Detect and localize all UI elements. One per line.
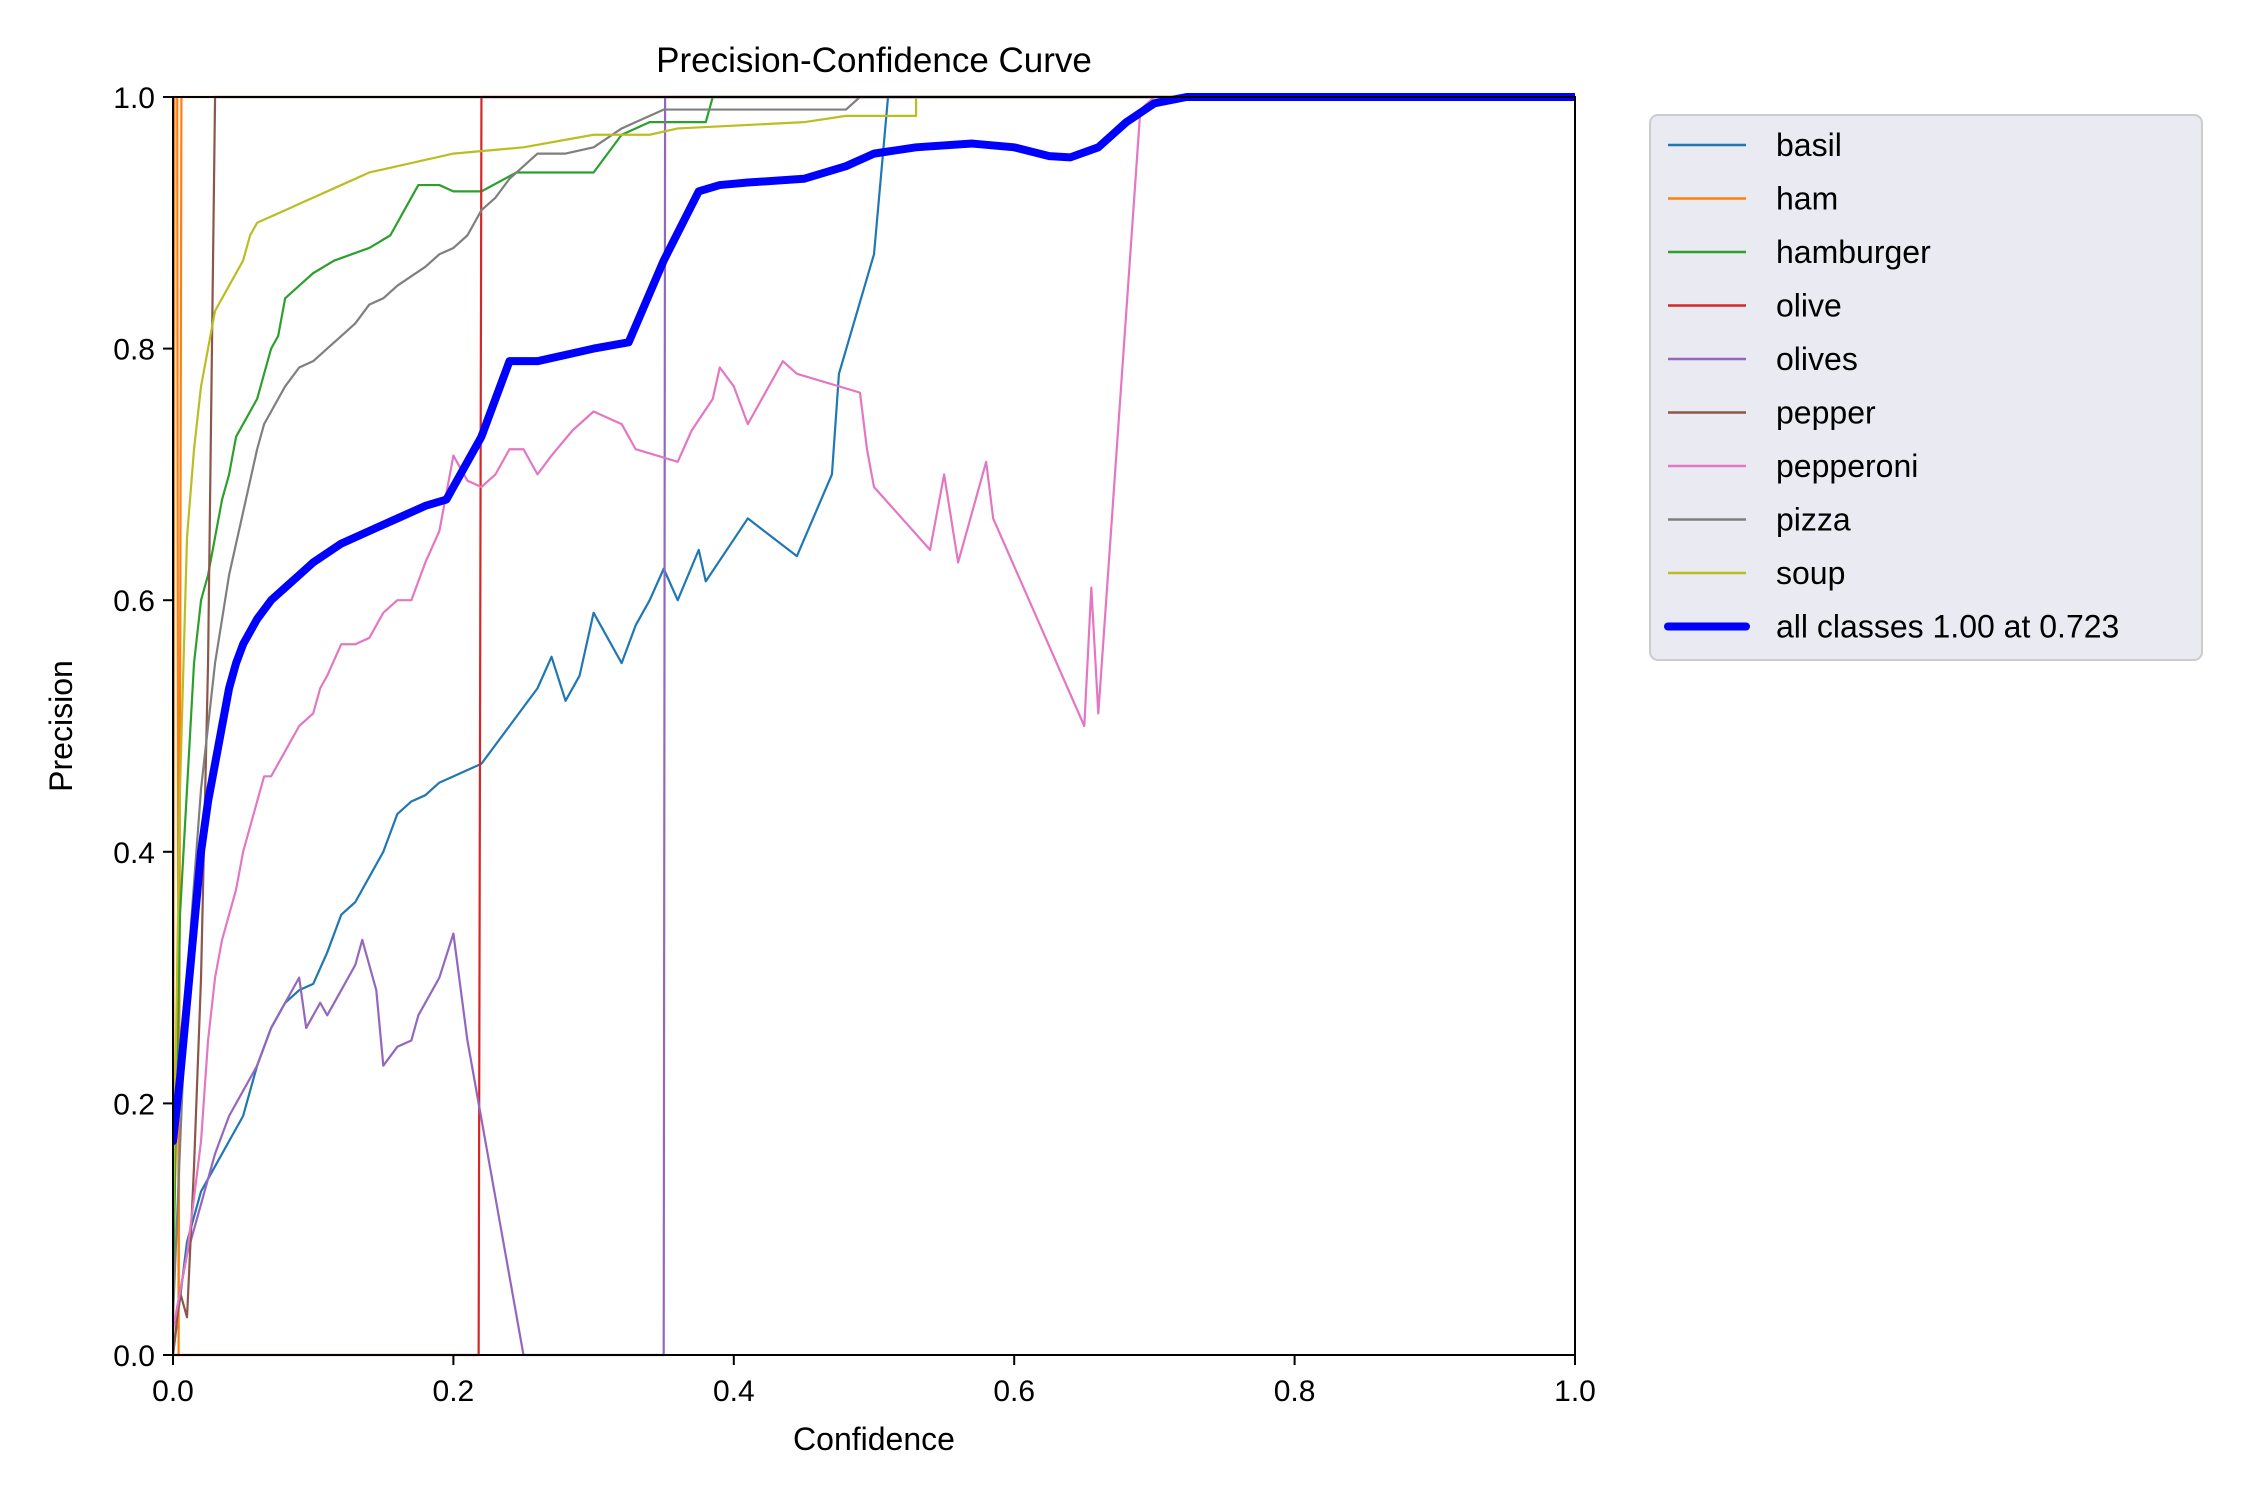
x-tick-label: 0.6: [993, 1375, 1035, 1408]
series-line-soup: [173, 95, 1575, 1231]
y-tick-label: 1.0: [113, 82, 155, 115]
legend-label-olive: olive: [1776, 288, 1842, 324]
x-tick-label: 1.0: [1554, 1375, 1596, 1408]
series-line-olives: [173, 95, 1575, 1357]
legend-label-all-classes-1-00-at-0-723: all classes 1.00 at 0.723: [1776, 609, 2119, 645]
legend-label-ham: ham: [1776, 181, 1838, 217]
x-tick-label: 0.0: [152, 1375, 194, 1408]
x-tick-label: 0.4: [713, 1375, 755, 1408]
y-tick-label: 0.2: [113, 1088, 155, 1121]
legend-label-olives: olives: [1776, 341, 1858, 377]
legend-label-pepper: pepper: [1776, 395, 1876, 431]
series-line-pepper: [173, 95, 1575, 1357]
x-axis: 0.0 0.2 0.4 0.6 0.8 1.0: [152, 1355, 1596, 1408]
y-axis: 0.0 0.2 0.4 0.6 0.8 1.0: [113, 82, 173, 1373]
y-axis-label: Precision: [43, 660, 79, 792]
plot-frame: [172, 96, 1576, 1356]
series-line-olive: [173, 95, 1575, 1357]
x-axis-label: Confidence: [793, 1421, 955, 1457]
legend-label-basil: basil: [1776, 127, 1842, 163]
series-line-basil: [173, 95, 1575, 1357]
y-tick-label: 0.8: [113, 334, 155, 367]
chart-title: Precision-Confidence Curve: [656, 41, 1092, 80]
legend-label-soup: soup: [1776, 555, 1845, 591]
series-line-hamburger: [173, 95, 1575, 1294]
legend-label-hamburger: hamburger: [1776, 234, 1931, 270]
series-line-pepperoni: [173, 95, 1575, 1331]
y-tick-label: 0.4: [113, 837, 155, 870]
series-line-ham: [173, 95, 1575, 1357]
legend-items: basil ham hamburger olive olives pepper pepper…: [1664, 127, 2119, 645]
y-tick-label: 0.0: [113, 1340, 155, 1373]
series-line-all-classes-1-00-at-0-723: [173, 93, 1575, 1146]
series-line-pizza: [173, 95, 1575, 1319]
legend-label-pepperoni: pepperoni: [1776, 448, 1918, 484]
legend-box: [1649, 114, 2203, 661]
y-tick-label: 0.6: [113, 585, 155, 618]
x-tick-label: 0.8: [1274, 1375, 1316, 1408]
plot-area: [173, 93, 1575, 1357]
legend-label-pizza: pizza: [1776, 502, 1851, 538]
legend: basil ham hamburger olive olives pepper pepper…: [1649, 114, 2203, 661]
x-tick-label: 0.2: [433, 1375, 475, 1408]
